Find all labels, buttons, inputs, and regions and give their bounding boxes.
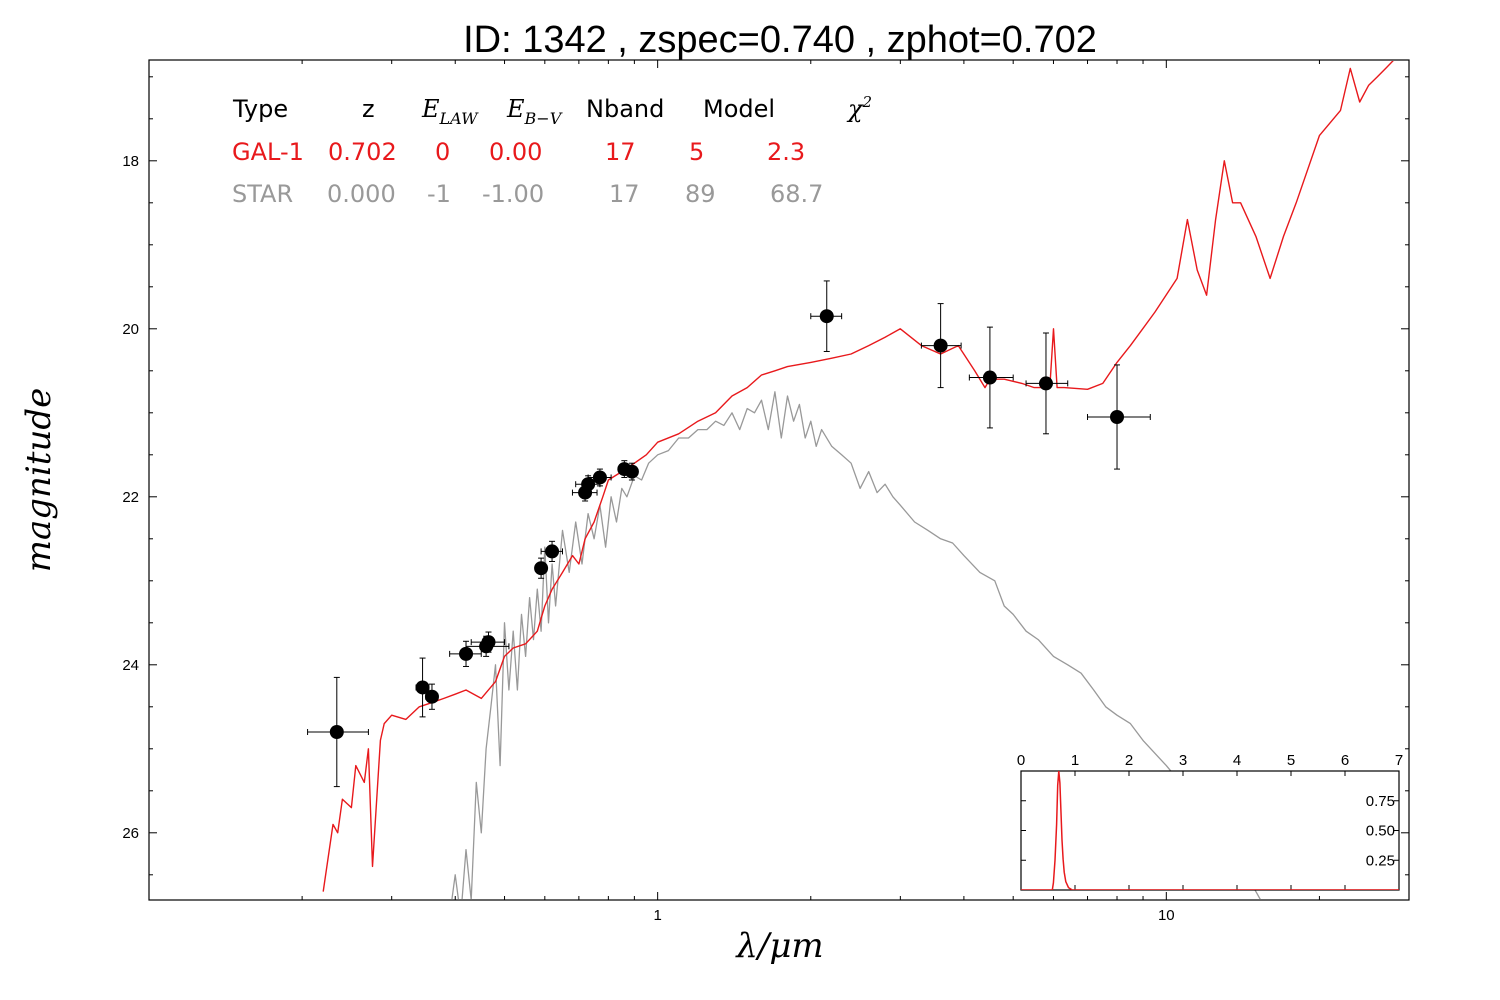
photometry-point — [968, 326, 1014, 429]
star-template-line — [451, 391, 1261, 899]
photometry-point — [424, 683, 439, 710]
table-cell: 0.00 — [489, 138, 542, 166]
chart-title: ID: 1342 , zspec=0.740 , zphot=0.702 — [463, 19, 1097, 61]
photometry-point — [470, 631, 506, 653]
data-point-marker — [1110, 410, 1125, 424]
data-point-marker — [819, 309, 834, 324]
plot-frame — [148, 59, 1410, 901]
table-header-elaw: ELAW — [421, 95, 479, 128]
inset-x-tick-label: 1 — [1071, 752, 1079, 769]
photometry-point — [810, 280, 843, 352]
table-row-galaxy: GAL-1 0.702 0 0.00 17 5 2.3 — [232, 138, 805, 166]
fit-summary-table: Type z ELAW EB−V Nband Model χ2 GAL-1 0.… — [232, 93, 872, 208]
y-tick-label: 18 — [122, 153, 139, 170]
inset-x-tick-label: 6 — [1341, 752, 1349, 769]
table-cell: -1.00 — [482, 180, 544, 208]
series-layer — [322, 61, 1394, 899]
table-cell: 0.000 — [327, 180, 396, 208]
photometry-point — [587, 468, 612, 487]
data-point-marker — [624, 464, 639, 479]
data-points-layer — [307, 280, 1151, 788]
inset-x-tick-label: 2 — [1125, 752, 1133, 769]
inset-x-tick-label: 4 — [1233, 752, 1241, 769]
table-cell: STAR — [232, 180, 293, 208]
x-axis-label: λ/μm — [734, 926, 823, 966]
axis-ticks — [148, 60, 1410, 900]
y-tick-label: 24 — [122, 657, 139, 674]
y-axis-label: magnitude — [19, 388, 59, 573]
table-header-model: Model — [703, 95, 775, 123]
table-row-star: STAR 0.000 -1 -1.00 17 89 68.7 — [232, 180, 823, 208]
table-cell: 5 — [689, 138, 704, 166]
data-point-marker — [459, 646, 474, 661]
x-tick-label: 1 — [653, 907, 661, 924]
table-header-nband: Nband — [586, 95, 664, 123]
photometry-point — [1025, 332, 1069, 435]
table-cell: 17 — [605, 138, 636, 166]
data-point-marker — [1038, 376, 1053, 391]
inset-y-tick-label: 0.50 — [1366, 823, 1395, 840]
photometry-point — [540, 540, 563, 562]
table-cell: 0.702 — [328, 138, 397, 166]
data-point-marker — [592, 470, 607, 485]
table-cell: 68.7 — [770, 180, 823, 208]
data-point-marker — [581, 477, 596, 492]
redshift-pdf-line — [1021, 771, 1399, 890]
photometry-point — [307, 676, 369, 788]
table-cell: 0 — [435, 138, 450, 166]
redshift-pdf-inset: 0 1 2 3 4 5 6 7 0.25 0.50 0.75 — [1017, 752, 1403, 891]
photometry-point — [534, 557, 549, 579]
inset-x-tick-label: 5 — [1287, 752, 1295, 769]
y-tick-labels: 18 20 22 24 26 — [122, 153, 139, 842]
table-cell: 2.3 — [767, 138, 805, 166]
data-point-marker — [415, 680, 430, 695]
inset-frame — [1020, 770, 1400, 891]
photometry-point — [624, 462, 639, 481]
photometry-point — [1087, 364, 1151, 470]
data-point-marker — [982, 370, 997, 385]
photometry-point — [415, 657, 430, 718]
inset-ticks: 0 1 2 3 4 5 6 7 0.25 0.50 0.75 — [1017, 752, 1403, 890]
data-point-marker — [545, 544, 560, 559]
y-tick-label: 22 — [122, 489, 139, 506]
galaxy-template-line — [322, 61, 1394, 892]
x-tick-labels: 1 10 — [653, 907, 1174, 924]
data-point-marker — [933, 338, 948, 353]
photometry-point — [920, 303, 962, 389]
table-header-z: z — [362, 95, 375, 123]
table-header-type: Type — [232, 95, 288, 123]
inset-y-tick-label: 0.25 — [1366, 852, 1395, 869]
y-tick-label: 26 — [122, 825, 139, 842]
inset-y-tick-label: 0.75 — [1366, 793, 1395, 810]
inset-pdf-layer — [1021, 771, 1399, 890]
photometry-point — [575, 475, 601, 494]
data-point-marker — [481, 635, 496, 650]
inset-x-tick-label: 0 — [1017, 752, 1025, 769]
data-point-marker — [329, 725, 344, 739]
table-cell: -1 — [427, 180, 451, 208]
table-cell: 17 — [609, 180, 640, 208]
data-point-marker — [534, 561, 549, 576]
y-tick-label: 20 — [122, 321, 139, 338]
x-tick-label: 10 — [1158, 907, 1175, 924]
table-cell: GAL-1 — [232, 138, 304, 166]
inset-x-tick-label: 7 — [1395, 752, 1403, 769]
data-point-marker — [424, 689, 439, 704]
table-cell: 89 — [685, 180, 716, 208]
inset-x-tick-label: 3 — [1179, 752, 1187, 769]
